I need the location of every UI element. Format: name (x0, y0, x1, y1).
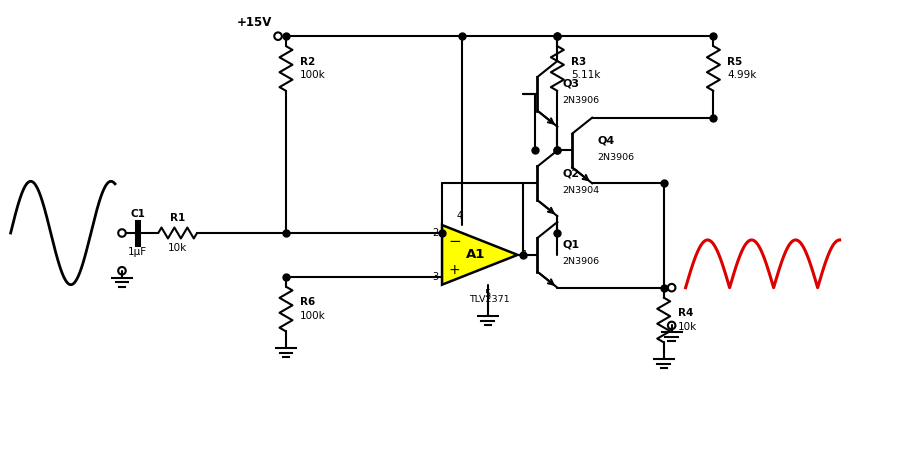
Text: C1: C1 (130, 209, 145, 219)
Text: 2N3904: 2N3904 (562, 186, 599, 195)
Text: 4: 4 (457, 211, 463, 221)
Text: Q1: Q1 (562, 240, 580, 250)
Text: +15V: +15V (237, 16, 272, 29)
Text: −: − (448, 234, 461, 249)
Text: 2N3906: 2N3906 (562, 96, 599, 105)
Text: Q3: Q3 (562, 79, 580, 89)
Text: A1: A1 (466, 248, 485, 261)
Text: R3: R3 (572, 57, 587, 67)
Text: R2: R2 (300, 57, 315, 67)
Text: 100k: 100k (300, 311, 326, 321)
Text: Q2: Q2 (562, 168, 580, 179)
Text: 3: 3 (432, 272, 438, 282)
Text: Q4: Q4 (597, 136, 615, 146)
Text: 1: 1 (522, 250, 527, 260)
Text: 10k: 10k (168, 243, 187, 253)
Text: R6: R6 (300, 297, 315, 307)
Text: 2N3906: 2N3906 (597, 153, 634, 162)
Text: 100k: 100k (300, 70, 326, 80)
Text: R4: R4 (678, 308, 693, 318)
Text: 1μF: 1μF (128, 247, 148, 257)
Text: 2: 2 (432, 228, 438, 238)
Text: 5.11k: 5.11k (572, 70, 600, 80)
Text: 2N3906: 2N3906 (562, 257, 599, 266)
Text: R1: R1 (170, 213, 185, 223)
Text: 5: 5 (484, 289, 491, 299)
Text: R5: R5 (727, 57, 742, 67)
Polygon shape (442, 225, 518, 285)
Text: +: + (448, 263, 460, 277)
Text: 10k: 10k (678, 322, 697, 332)
Text: 4.99k: 4.99k (727, 70, 757, 80)
Text: TLV2371: TLV2371 (470, 295, 510, 304)
